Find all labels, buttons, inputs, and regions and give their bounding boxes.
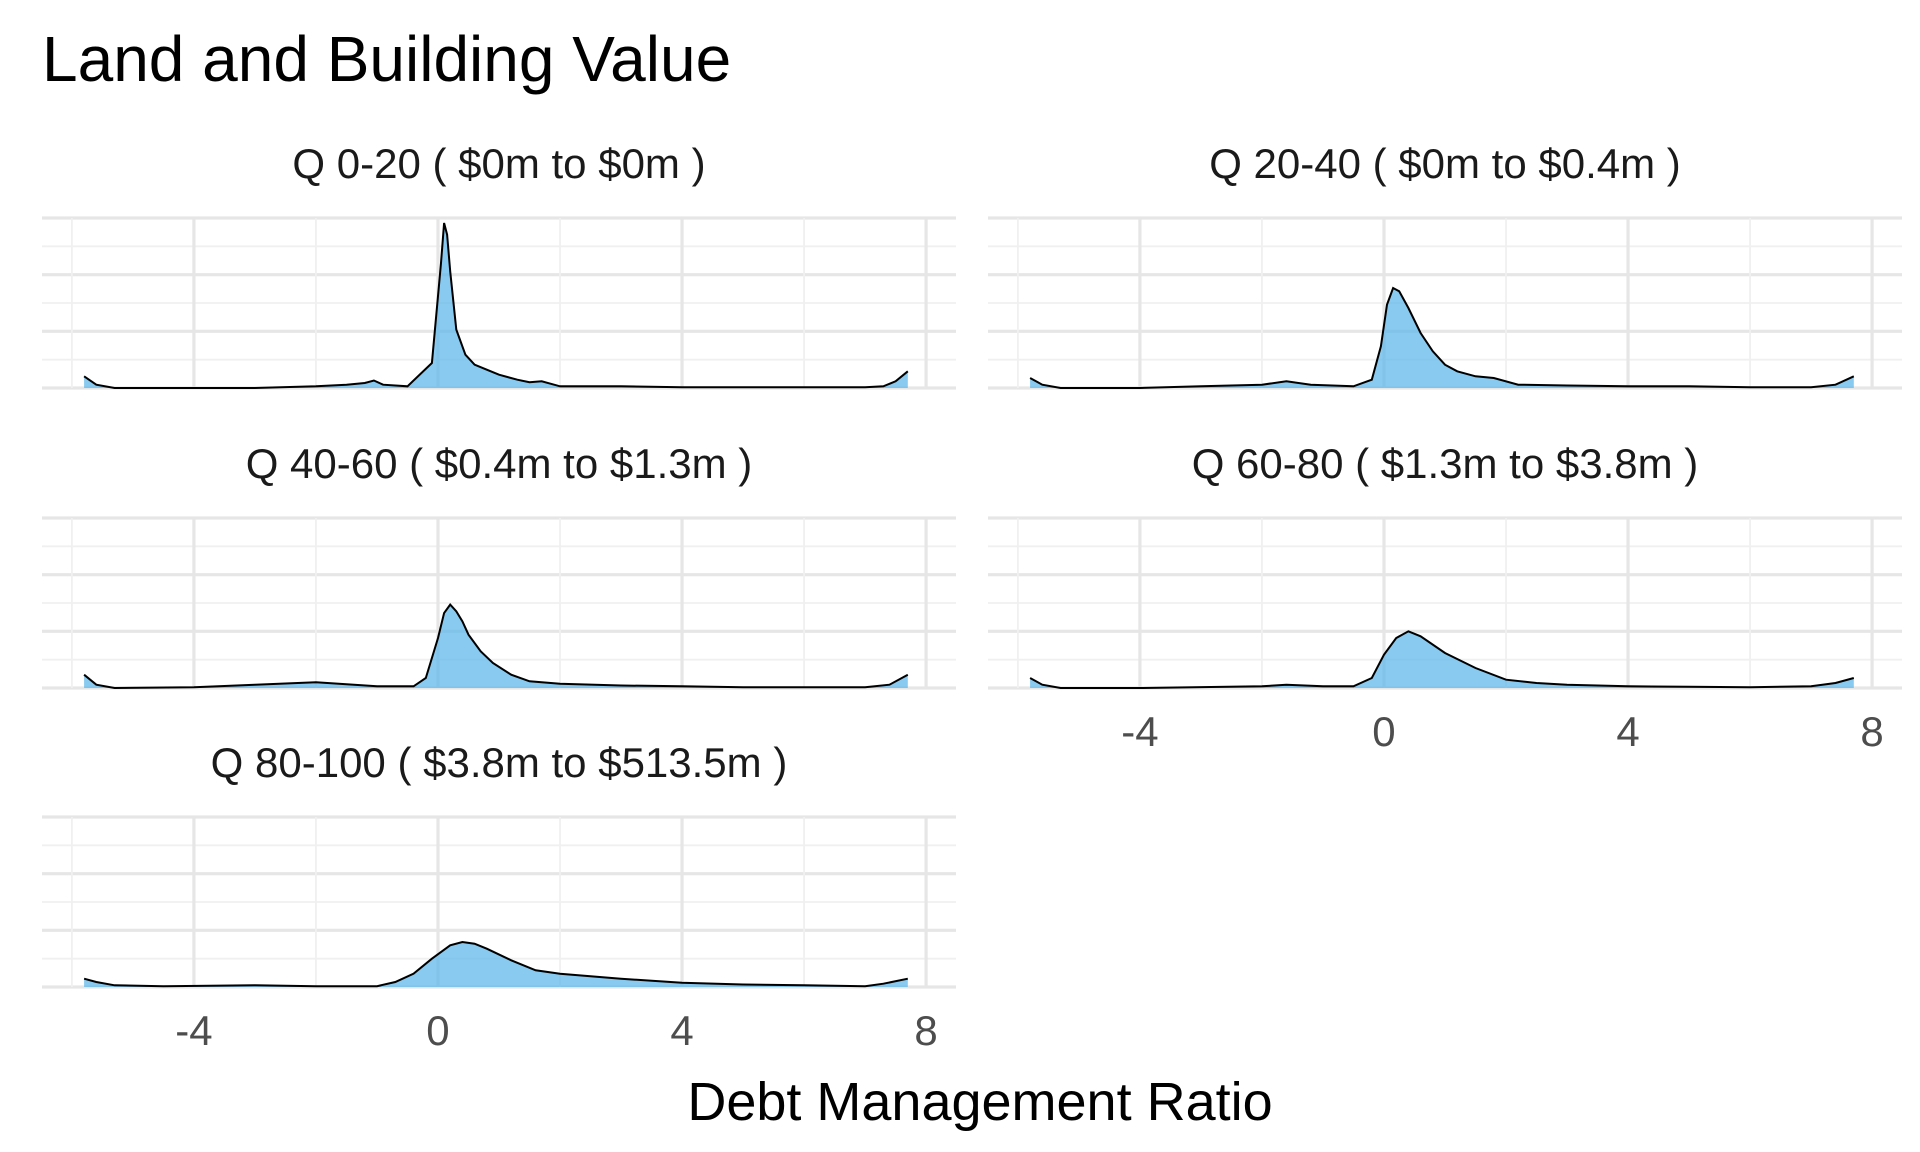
density-line xyxy=(83,222,909,389)
facet-panel: Q 40-60 ( $0.4m to $1.3m ) xyxy=(42,440,956,690)
density-area xyxy=(1030,631,1854,688)
x-tick-label: 8 xyxy=(914,1007,937,1054)
facet-panel: Q 60-80 ( $1.3m to $3.8m ) -4 0 4 8 xyxy=(988,440,1902,755)
facet-strip-label: Q 40-60 ( $0.4m to $1.3m ) xyxy=(246,440,753,487)
x-tick-label: 8 xyxy=(1860,708,1883,755)
x-tick-label: 4 xyxy=(670,1007,693,1054)
facet-strip-label: Q 0-20 ( $0m to $0m ) xyxy=(292,140,705,187)
density-area xyxy=(84,604,908,688)
x-axis-title: Debt Management Ratio xyxy=(687,1072,1272,1132)
x-tick-label: 0 xyxy=(426,1007,449,1054)
density-line xyxy=(83,940,909,988)
x-tick-label: 4 xyxy=(1616,708,1639,755)
density-area xyxy=(84,223,908,388)
density-line xyxy=(1029,286,1855,389)
density-area xyxy=(1030,288,1854,388)
facet-panel: Q 0-20 ( $0m to $0m ) xyxy=(42,140,956,390)
facet-panel: Q 80-100 ( $3.8m to $513.5m ) -4 0 4 8 xyxy=(42,739,956,1054)
facet-strip-label: Q 80-100 ( $3.8m to $513.5m ) xyxy=(211,739,788,786)
facet-panel: Q 20-40 ( $0m to $0.4m ) xyxy=(988,140,1902,390)
x-tick-label: -4 xyxy=(175,1007,212,1054)
density-area xyxy=(84,942,908,987)
facet-strip-label: Q 20-40 ( $0m to $0.4m ) xyxy=(1209,140,1681,187)
x-tick-label: 0 xyxy=(1372,708,1395,755)
density-line xyxy=(1029,630,1855,689)
density-line xyxy=(83,603,909,690)
facets: Q 0-20 ( $0m to $0m ) Q 20-40 ( $0m to $0… xyxy=(42,140,1902,1054)
facet-strip-label: Q 60-80 ( $1.3m to $3.8m ) xyxy=(1192,440,1699,487)
chart-title: Land and Building Value xyxy=(42,23,731,95)
x-tick-label: -4 xyxy=(1121,708,1158,755)
